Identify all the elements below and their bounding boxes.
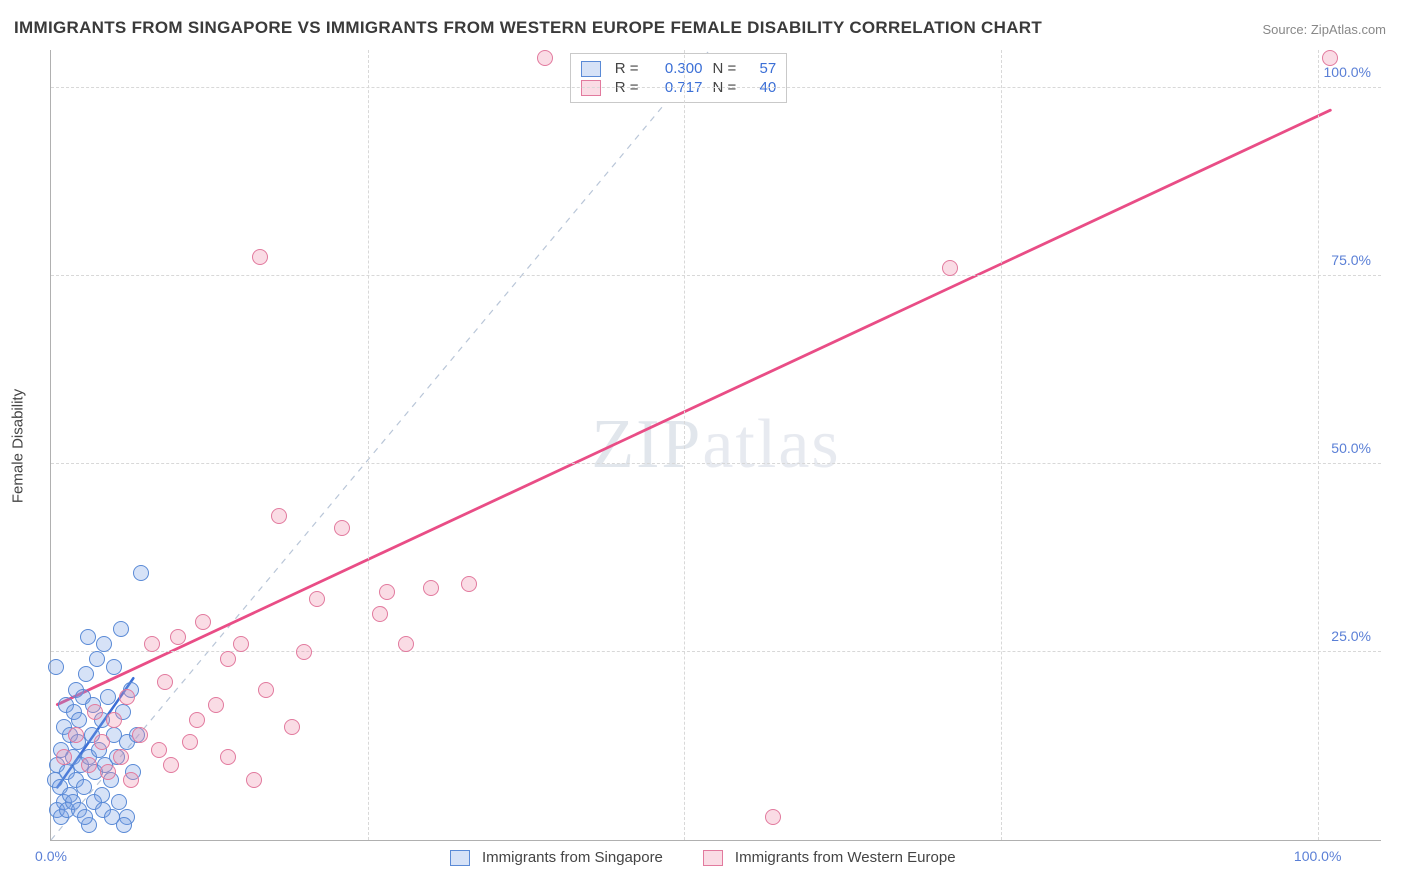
scatter-point (100, 689, 116, 705)
bottom-legend-label-1: Immigrants from Singapore (482, 849, 663, 866)
bottom-legend-label-2: Immigrants from Western Europe (735, 849, 956, 866)
scatter-point (942, 260, 958, 276)
scatter-point (220, 749, 236, 765)
scatter-point (132, 727, 148, 743)
scatter-point (106, 659, 122, 675)
scatter-point (78, 666, 94, 682)
watermark-atlas: atlas (702, 406, 840, 483)
scatter-point (116, 817, 132, 833)
scatter-point (77, 809, 93, 825)
scatter-point (106, 712, 122, 728)
hgrid-line (51, 651, 1381, 652)
swatch-bottom-2 (703, 850, 723, 866)
scatter-point (372, 606, 388, 622)
scatter-point (89, 651, 105, 667)
scatter-point (195, 614, 211, 630)
scatter-point (170, 629, 186, 645)
scatter-point (68, 727, 84, 743)
scatter-point (113, 749, 129, 765)
chart-container: IMMIGRANTS FROM SINGAPORE VS IMMIGRANTS … (0, 0, 1406, 892)
r-label-1: R = (615, 60, 639, 77)
scatter-point (271, 508, 287, 524)
scatter-point (94, 734, 110, 750)
scatter-point (144, 636, 160, 652)
vgrid-line (368, 50, 369, 840)
scatter-point (119, 689, 135, 705)
n-value-1: 57 (746, 60, 776, 77)
scatter-point (1322, 50, 1338, 66)
scatter-point (157, 674, 173, 690)
x-tick-label: 100.0% (1294, 848, 1341, 864)
scatter-point (258, 682, 274, 698)
chart-title: IMMIGRANTS FROM SINGAPORE VS IMMIGRANTS … (14, 18, 1042, 38)
watermark-zip: ZIP (591, 406, 702, 483)
scatter-point (151, 742, 167, 758)
scatter-point (461, 576, 477, 592)
hgrid-line (51, 275, 1381, 276)
vgrid-line (1318, 50, 1319, 840)
scatter-point (398, 636, 414, 652)
scatter-point (76, 779, 92, 795)
scatter-point (182, 734, 198, 750)
scatter-point (296, 644, 312, 660)
scatter-point (133, 565, 149, 581)
scatter-point (189, 712, 205, 728)
scatter-point (96, 636, 112, 652)
hgrid-line (51, 87, 1381, 88)
scatter-point (765, 809, 781, 825)
r-value-1: 0.300 (648, 60, 702, 77)
legend-stats-row-1: R = 0.300 N = 57 (581, 60, 777, 77)
scatter-point (208, 697, 224, 713)
scatter-point (71, 712, 87, 728)
plot-area: ZIPatlas R = 0.300 N = 57 R = 0.717 N = … (50, 50, 1381, 841)
scatter-point (220, 651, 236, 667)
source-label: Source: ZipAtlas.com (1262, 22, 1386, 37)
scatter-point (100, 764, 116, 780)
vgrid-line (1001, 50, 1002, 840)
y-axis-title: Female Disability (10, 389, 27, 503)
scatter-point (81, 757, 97, 773)
bottom-legend: Immigrants from Singapore Immigrants fro… (450, 849, 956, 866)
scatter-point (111, 794, 127, 810)
watermark: ZIPatlas (591, 405, 840, 485)
legend-stats-box: R = 0.300 N = 57 R = 0.717 N = 40 (570, 53, 788, 103)
y-tick-label: 75.0% (1331, 252, 1371, 268)
y-tick-label: 100.0% (1324, 64, 1371, 80)
bottom-legend-item-2: Immigrants from Western Europe (703, 849, 956, 866)
vgrid-line (684, 50, 685, 840)
scatter-point (379, 584, 395, 600)
scatter-point (87, 704, 103, 720)
swatch-bottom-1 (450, 850, 470, 866)
scatter-point (113, 621, 129, 637)
scatter-point (246, 772, 262, 788)
scatter-point (56, 749, 72, 765)
scatter-point (537, 50, 553, 66)
hgrid-line (51, 463, 1381, 464)
scatter-point (48, 659, 64, 675)
scatter-point (123, 772, 139, 788)
n-label-1: N = (712, 60, 736, 77)
y-tick-label: 50.0% (1331, 440, 1371, 456)
scatter-point (284, 719, 300, 735)
scatter-point (233, 636, 249, 652)
scatter-point (80, 629, 96, 645)
y-tick-label: 25.0% (1331, 628, 1371, 644)
scatter-point (252, 249, 268, 265)
scatter-point (163, 757, 179, 773)
x-tick-label: 0.0% (35, 848, 67, 864)
scatter-point (334, 520, 350, 536)
swatch-series-1 (581, 61, 601, 77)
bottom-legend-item-1: Immigrants from Singapore (450, 849, 663, 866)
trend-lines-layer (51, 50, 1381, 840)
scatter-point (423, 580, 439, 596)
scatter-point (309, 591, 325, 607)
